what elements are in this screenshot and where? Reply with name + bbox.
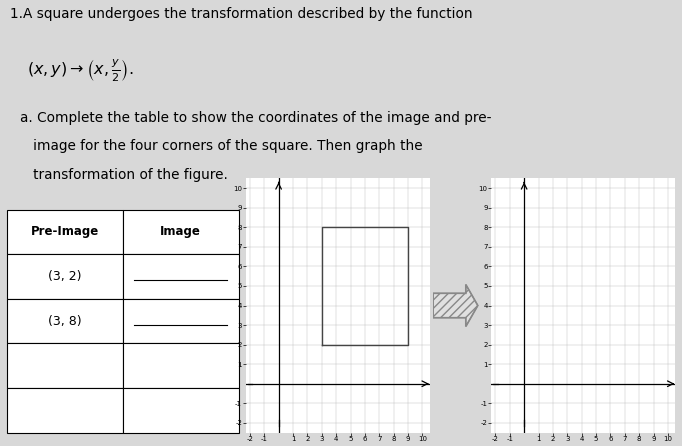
Text: transformation of the figure.: transformation of the figure.	[20, 168, 228, 182]
Text: 1.A square undergoes the transformation described by the function: 1.A square undergoes the transformation …	[10, 7, 473, 21]
Bar	[123, 254, 239, 299]
Bar	[7, 254, 123, 299]
Text: Pre-Image: Pre-Image	[31, 225, 99, 239]
Text: Image: Image	[160, 225, 201, 239]
FancyArrow shape	[433, 285, 478, 326]
Text: a. Complete the table to show the coordinates of the image and pre-: a. Complete the table to show the coordi…	[20, 111, 492, 124]
Bar	[123, 388, 239, 433]
Text: (3, 2): (3, 2)	[48, 270, 82, 283]
Text: image for the four corners of the square. Then graph the: image for the four corners of the square…	[20, 139, 423, 153]
Bar	[7, 299, 123, 343]
Text: $(x, y) \rightarrow \left(x, \frac{y}{2}\right).$: $(x, y) \rightarrow \left(x, \frac{y}{2}…	[27, 57, 134, 83]
Bar	[7, 388, 123, 433]
Text: (3, 8): (3, 8)	[48, 314, 82, 328]
Bar	[7, 343, 123, 388]
Bar	[123, 299, 239, 343]
Bar	[7, 210, 123, 254]
Bar	[123, 343, 239, 388]
Bar	[123, 210, 239, 254]
